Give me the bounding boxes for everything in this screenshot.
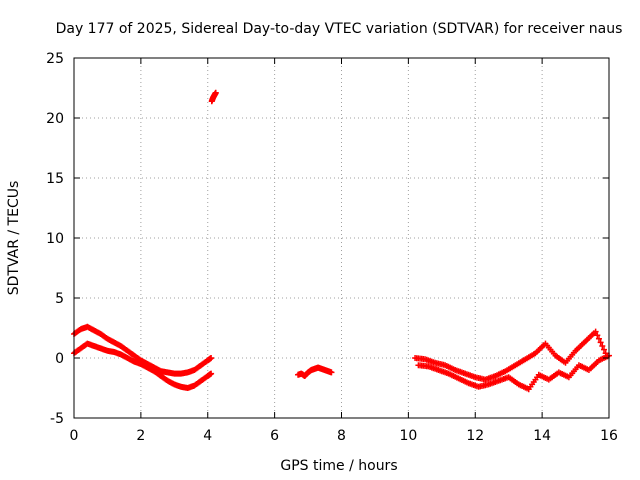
series-track-6.7-7.7h: [295, 364, 335, 379]
y-tick-label: 15: [46, 171, 64, 187]
x-axis-title: GPS time / hours: [280, 458, 397, 474]
data-point: [328, 369, 335, 376]
y-tick-label: 20: [46, 111, 64, 127]
series-outlier-4h: [208, 89, 219, 105]
y-axis-title: SDTVAR / TECUs: [6, 181, 22, 296]
x-tick-label: 4: [203, 428, 212, 444]
data-point: [592, 328, 599, 335]
grid: [74, 58, 609, 418]
data-points: [71, 89, 612, 393]
x-tick-label: 10: [399, 428, 417, 444]
y-tick-label: 5: [55, 291, 64, 307]
y-tick-label: 0: [55, 351, 64, 367]
chart-title: Day 177 of 2025, Sidereal Day-to-day VTE…: [56, 21, 623, 37]
x-tick-label: 16: [600, 428, 618, 444]
data-point-interp: [597, 339, 604, 346]
x-tick-label: 0: [70, 428, 79, 444]
x-tick-label: 12: [466, 428, 484, 444]
data-point-interp: [600, 346, 607, 353]
series-upper-track-0-4h: [71, 323, 215, 377]
data-point: [208, 355, 215, 361]
y-tick-label: 25: [46, 51, 64, 67]
data-point: [208, 370, 215, 377]
series-lower-track-0-4h: [71, 340, 215, 391]
y-tick-label: -5: [50, 411, 64, 427]
series-lower-track-10-16h: [415, 352, 612, 393]
x-tick-label: 8: [337, 428, 346, 444]
series-upper-track-10-16h: [412, 328, 609, 383]
axis-ticks: 0 2 4 6 8 10 12 14 16 -5 0 5 10 15 20 25: [46, 51, 618, 444]
x-tick-label: 6: [270, 428, 279, 444]
y-tick-label: 10: [46, 231, 64, 247]
x-tick-label: 2: [136, 428, 145, 444]
data-point-interp: [595, 335, 602, 342]
data-point-interp: [599, 343, 606, 349]
data-point: [212, 89, 219, 96]
x-tick-label: 14: [533, 428, 551, 444]
data-point-interp: [594, 332, 601, 339]
